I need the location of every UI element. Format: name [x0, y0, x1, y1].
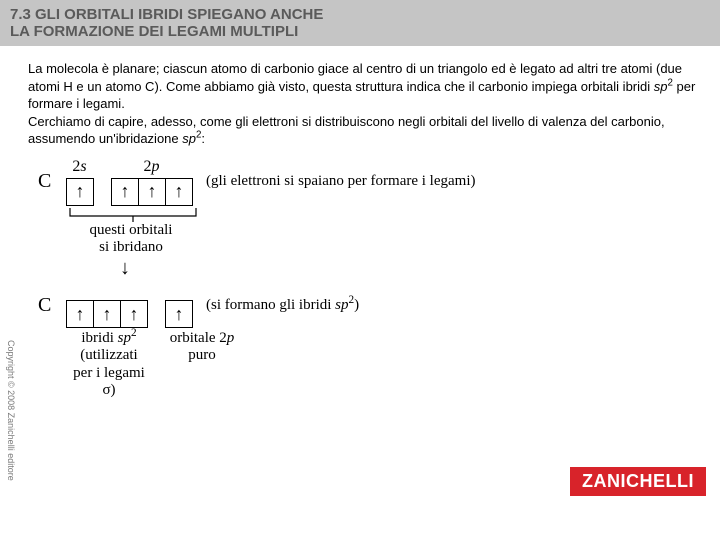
caption-l2: si ibridano	[99, 239, 163, 255]
box-h3: ↑	[120, 300, 148, 328]
box-2s: ↑	[66, 178, 94, 206]
arrow-down-icon: ↓	[120, 258, 710, 278]
para-text-3: Cerchiamo di capire, adesso, come gli el…	[28, 114, 665, 147]
sp2-a: sp	[654, 79, 668, 94]
box-2p2: ↑	[138, 178, 166, 206]
bracket	[66, 208, 710, 222]
sp2-b: sp	[182, 131, 196, 146]
group-hybrid: ↑ ↑ ↑	[66, 282, 147, 328]
group-2s: 2s ↑	[66, 158, 93, 206]
box-h1: ↑	[66, 300, 94, 328]
bracket-svg	[66, 208, 206, 222]
under-labels: ibridi sp2 (utilizzati per i legami σ) o…	[66, 330, 710, 399]
section-header: 7.3 GLI ORBITALI IBRIDI SPIEGANO ANCHE L…	[0, 0, 720, 46]
orbital-row-2: C ↑ ↑ ↑ ↑ (si formano gli ibridi sp2)	[38, 282, 710, 328]
group-pure-p: ↑	[165, 282, 192, 328]
orbital-diagram: C 2s ↑ 2p ↑ ↑ ↑ (gli elettroni si spaian…	[0, 156, 720, 400]
box-h2: ↑	[93, 300, 121, 328]
group-2p: 2p ↑ ↑ ↑	[111, 158, 192, 206]
note-row2: (si formano gli ibridi sp2)	[206, 297, 359, 314]
label-2p: 2p	[144, 158, 160, 176]
label-2s: 2s	[72, 158, 86, 176]
note-row1: (gli elettroni si spaiano per formare i …	[206, 173, 476, 190]
para-text-1: La molecola è planare; ciascun atomo di …	[28, 61, 682, 94]
body-paragraph: La molecola è planare; ciascun atomo di …	[0, 46, 720, 156]
publisher-logo: ZANICHELLI	[570, 467, 706, 496]
para-text-4: :	[201, 131, 205, 146]
header-line2: LA FORMAZIONE DEI LEGAMI MULTIPLI	[10, 23, 710, 40]
box-pure-p: ↑	[165, 300, 193, 328]
atom-symbol-2: C	[38, 294, 66, 317]
caption-l1: questi orbitali	[90, 222, 173, 238]
atom-symbol-1: C	[38, 170, 66, 193]
under-col-hybrid: ibridi sp2 (utilizzati per i legami σ)	[66, 330, 152, 399]
box-2p3: ↑	[165, 178, 193, 206]
bracket-caption: questi orbitali si ibridano	[66, 222, 196, 257]
copyright-text: Copyright © 2008 Zanichelli editore	[6, 340, 16, 481]
box-2p1: ↑	[111, 178, 139, 206]
orbital-row-1: C 2s ↑ 2p ↑ ↑ ↑ (gli elettroni si spaian…	[38, 158, 710, 206]
header-line1: 7.3 GLI ORBITALI IBRIDI SPIEGANO ANCHE	[10, 6, 710, 23]
under-col-pure: orbitale 2p puro	[162, 330, 242, 399]
